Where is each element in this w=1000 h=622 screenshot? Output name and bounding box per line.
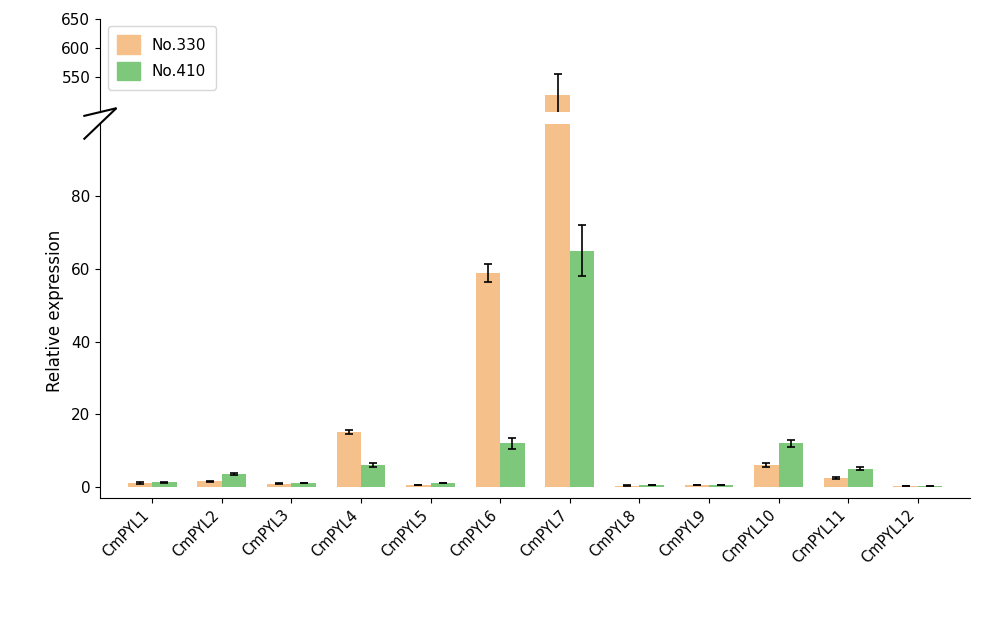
Bar bbox=[197, 397, 222, 398]
Bar bbox=[824, 478, 848, 486]
Bar bbox=[476, 364, 500, 398]
Bar bbox=[570, 360, 594, 398]
Bar bbox=[222, 396, 246, 398]
Bar bbox=[337, 389, 361, 398]
Bar bbox=[500, 443, 525, 486]
Bar bbox=[570, 251, 594, 486]
Bar bbox=[361, 465, 385, 486]
Bar bbox=[545, 0, 570, 486]
Bar bbox=[406, 485, 431, 486]
Bar bbox=[152, 482, 177, 486]
Bar bbox=[337, 432, 361, 486]
Bar bbox=[128, 483, 152, 486]
Bar bbox=[848, 468, 873, 486]
Bar bbox=[500, 391, 525, 398]
Legend: No.330, No.410: No.330, No.410 bbox=[108, 26, 216, 90]
Bar bbox=[291, 483, 316, 486]
Bar bbox=[267, 484, 291, 486]
Text: Relative expression: Relative expression bbox=[46, 230, 64, 392]
Bar bbox=[848, 396, 873, 398]
Bar bbox=[545, 95, 570, 398]
Bar bbox=[779, 443, 803, 486]
Bar bbox=[152, 397, 177, 398]
Bar bbox=[709, 485, 733, 486]
Bar bbox=[431, 483, 455, 486]
Bar bbox=[685, 485, 709, 486]
Bar bbox=[779, 391, 803, 398]
Bar bbox=[754, 465, 779, 486]
Bar bbox=[824, 397, 848, 398]
Bar bbox=[476, 272, 500, 486]
Bar bbox=[222, 474, 246, 486]
Bar bbox=[197, 481, 222, 486]
Bar bbox=[754, 395, 779, 398]
Bar bbox=[361, 395, 385, 398]
Bar bbox=[639, 485, 664, 486]
